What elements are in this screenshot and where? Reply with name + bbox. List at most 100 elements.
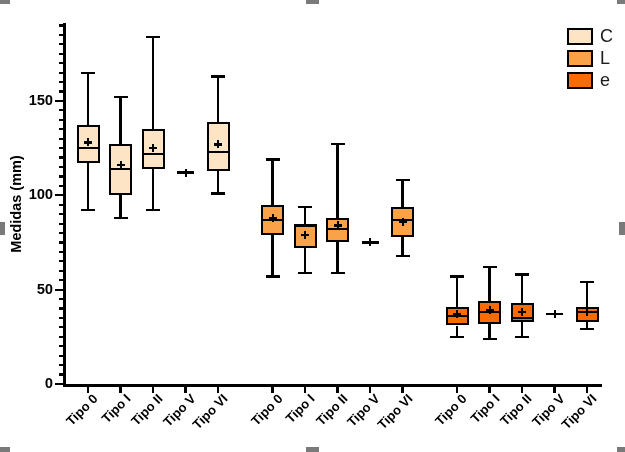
legend-label-e: e xyxy=(600,70,611,90)
y-minor-tick xyxy=(58,213,63,216)
mean-marker-bar-v xyxy=(586,308,589,317)
lower-whisker xyxy=(303,248,307,273)
resize-handle-middle-left[interactable] xyxy=(0,222,5,235)
y-minor-tick xyxy=(58,137,63,140)
x-tick xyxy=(216,386,220,393)
mean-marker xyxy=(550,310,559,319)
resize-handle-bottom-right[interactable] xyxy=(617,447,625,452)
x-tick xyxy=(455,386,459,393)
resize-handle-top-left[interactable] xyxy=(0,0,10,4)
y-minor-tick xyxy=(58,33,63,36)
y-minor-tick xyxy=(58,354,63,357)
x-tick xyxy=(184,386,187,393)
lower-whisker-cap xyxy=(211,192,225,195)
upper-whisker xyxy=(488,267,491,301)
upper-whisker xyxy=(455,276,459,307)
upper-whisker xyxy=(119,97,122,145)
resize-handle-top-center[interactable] xyxy=(306,0,319,4)
upper-whisker xyxy=(303,206,307,224)
median-line xyxy=(206,150,230,154)
resize-handle-bottom-center[interactable] xyxy=(306,447,319,452)
mean-marker xyxy=(181,168,190,177)
upper-whisker-cap xyxy=(395,179,410,182)
y-minor-tick xyxy=(58,345,63,348)
lower-whisker-cap xyxy=(298,271,312,274)
mean-marker-bar-v xyxy=(271,213,274,222)
y-minor-tick xyxy=(58,80,63,84)
y-tick-label: 150 xyxy=(28,92,53,109)
mean-marker-bar-v xyxy=(184,168,187,177)
mean-marker xyxy=(268,213,277,222)
upper-whisker-cap xyxy=(330,143,345,146)
upper-whisker xyxy=(271,159,274,205)
mean-marker-bar-v xyxy=(336,221,339,230)
lower-whisker-cap xyxy=(395,254,410,257)
x-tick xyxy=(553,386,556,393)
mean-marker xyxy=(149,144,157,153)
upper-whisker-cap xyxy=(298,205,312,208)
upper-whisker-cap xyxy=(81,71,95,74)
upper-whisker xyxy=(401,180,404,207)
y-minor-tick xyxy=(58,222,63,225)
upper-whisker-cap xyxy=(515,273,529,276)
upper-whisker-cap xyxy=(265,158,280,161)
x-tick xyxy=(303,386,307,393)
y-axis-title: Medidas (mm) xyxy=(9,155,25,253)
resize-handle-middle-right[interactable] xyxy=(619,222,625,235)
lower-whisker xyxy=(585,321,589,330)
y-minor-tick xyxy=(58,118,63,121)
y-minor-tick xyxy=(58,71,63,74)
lower-whisker xyxy=(119,195,122,218)
median-line xyxy=(76,146,100,150)
y-minor-tick xyxy=(58,241,63,244)
y-minor-tick xyxy=(58,109,63,112)
y-minor-tick xyxy=(58,128,63,131)
legend-label-L: L xyxy=(600,48,611,68)
y-minor-tick xyxy=(58,307,63,310)
mean-marker xyxy=(583,308,591,317)
y-major-tick xyxy=(55,382,63,386)
y-minor-tick xyxy=(58,165,63,169)
y-minor-tick xyxy=(58,147,63,150)
mean-marker-bar-v xyxy=(456,310,459,319)
legend-item-e: e xyxy=(567,70,625,93)
mean-marker xyxy=(301,230,309,239)
mean-marker xyxy=(366,238,374,247)
median-line xyxy=(293,224,317,227)
y-minor-tick xyxy=(58,175,63,178)
mean-marker-bar-v xyxy=(553,310,556,319)
x-tick xyxy=(368,386,372,393)
resize-handle-bottom-left[interactable] xyxy=(0,447,10,452)
y-tick-label: 50 xyxy=(36,281,53,298)
y-minor-tick xyxy=(58,52,63,55)
y-minor-tick xyxy=(58,316,63,320)
y-minor-tick xyxy=(58,43,63,46)
x-tick xyxy=(336,386,339,393)
lower-whisker-cap xyxy=(482,337,497,340)
legend-swatch-C xyxy=(567,28,593,45)
x-tick xyxy=(520,386,524,393)
lower-whisker xyxy=(151,168,155,211)
x-tick xyxy=(401,386,404,393)
y-minor-tick xyxy=(58,250,63,253)
x-tick xyxy=(271,386,274,393)
mean-marker-bar-v xyxy=(119,161,122,170)
upper-whisker-cap xyxy=(211,75,225,78)
y-minor-tick xyxy=(58,203,63,206)
resize-handle-top-right[interactable] xyxy=(617,0,625,4)
y-axis-spine xyxy=(63,23,66,386)
lower-whisker-cap xyxy=(113,216,128,220)
y-minor-tick xyxy=(58,260,63,263)
mean-marker-bar-v xyxy=(521,308,524,317)
legend-swatch-L xyxy=(567,50,593,67)
y-minor-tick xyxy=(58,62,63,65)
legend-item-C: C xyxy=(567,26,625,49)
upper-whisker-cap xyxy=(450,275,464,278)
x-tick xyxy=(151,386,155,393)
upper-whisker-cap xyxy=(580,281,594,284)
mean-marker-bar-v xyxy=(87,138,90,147)
mean-marker xyxy=(485,306,494,315)
mean-marker-bar-v xyxy=(304,230,307,239)
